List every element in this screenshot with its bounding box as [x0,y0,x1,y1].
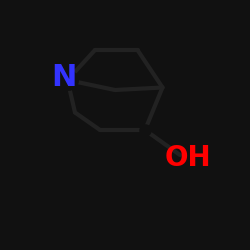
Text: OH: OH [164,144,211,172]
Text: N: N [51,63,76,92]
